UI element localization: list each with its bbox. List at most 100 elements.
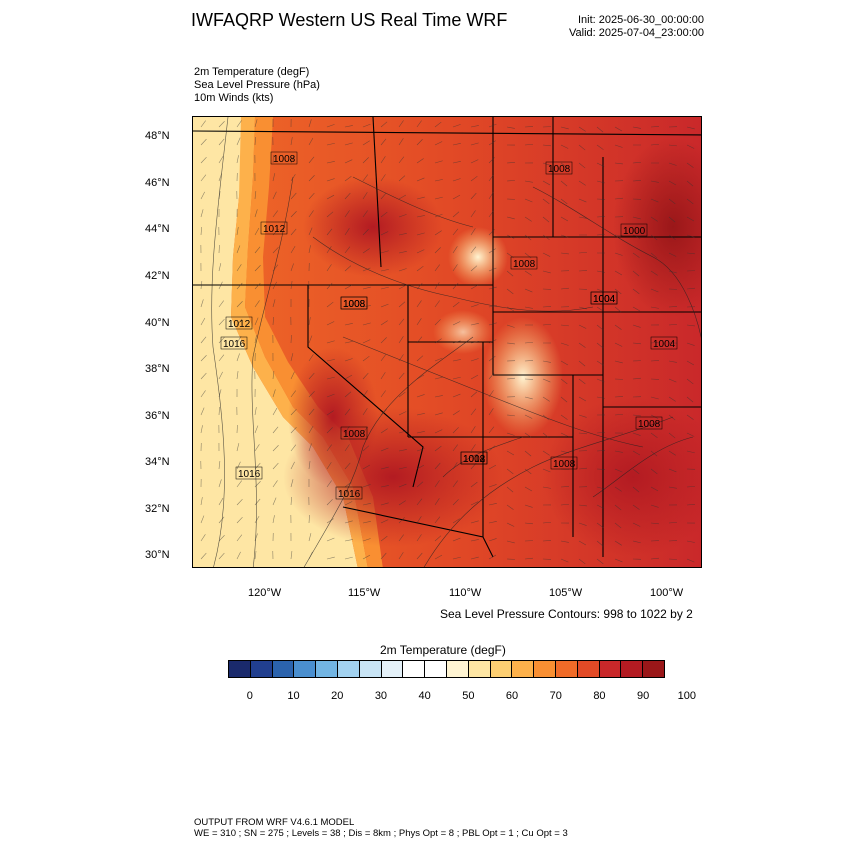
wind-barb bbox=[290, 353, 294, 362]
wind-barb bbox=[488, 503, 497, 506]
page-title: IWFAQRP Western US Real Time WRF bbox=[191, 10, 508, 30]
wind-barb bbox=[686, 396, 694, 403]
wind-barb bbox=[362, 140, 370, 146]
wind-barb bbox=[362, 390, 368, 398]
wind-barb bbox=[686, 378, 694, 385]
wind-barb bbox=[560, 414, 568, 420]
lon-label: 100°W bbox=[650, 587, 684, 599]
wind-barb bbox=[470, 210, 476, 218]
model-footer: OUTPUT FROM WRF V4.6.1 MODEL WE = 310 ; … bbox=[194, 817, 568, 839]
cool-zone-yellowstone bbox=[448, 227, 508, 287]
wind-barb bbox=[524, 522, 533, 525]
wind-barb bbox=[200, 227, 202, 236]
wind-barb bbox=[398, 411, 407, 416]
wind-barb bbox=[416, 215, 425, 218]
wind-barb bbox=[326, 194, 335, 200]
wind-barb bbox=[380, 303, 389, 308]
colorbar-swatch bbox=[229, 661, 251, 677]
wind-barb bbox=[560, 360, 569, 366]
wind-barb bbox=[524, 486, 533, 492]
wind-barb bbox=[218, 318, 225, 326]
wind-barb bbox=[326, 282, 333, 290]
wind-barb bbox=[308, 119, 312, 128]
wind-barb bbox=[488, 174, 494, 182]
wind-barb bbox=[254, 282, 261, 290]
wind-barb bbox=[254, 335, 257, 344]
wind-barb bbox=[272, 264, 279, 272]
wind-barb bbox=[254, 481, 261, 488]
wind-barb bbox=[236, 371, 239, 380]
wind-barb bbox=[254, 498, 261, 506]
wind-barb bbox=[488, 286, 497, 290]
wind-barb bbox=[416, 177, 425, 182]
wind-barb bbox=[200, 425, 203, 434]
wind-barb bbox=[632, 540, 641, 544]
wind-barb bbox=[380, 250, 389, 254]
svg-text:1012: 1012 bbox=[463, 454, 486, 465]
wind-barb bbox=[614, 558, 623, 563]
wind-barb bbox=[398, 120, 404, 128]
wind-barb bbox=[524, 468, 532, 475]
wind-barb bbox=[236, 461, 241, 470]
wind-barb bbox=[380, 174, 386, 182]
wind-barb bbox=[344, 408, 351, 416]
wind-barb bbox=[308, 408, 315, 416]
pressure-contours bbox=[211, 117, 701, 567]
wind-barb bbox=[434, 247, 441, 254]
svg-text:1008: 1008 bbox=[548, 164, 571, 175]
wind-barb bbox=[380, 320, 388, 326]
wind-barb bbox=[524, 216, 532, 222]
wind-barb bbox=[650, 126, 660, 128]
wind-barb bbox=[488, 355, 496, 362]
wind-barb bbox=[506, 234, 515, 239]
wind-barb bbox=[434, 196, 443, 200]
wind-barb bbox=[650, 306, 659, 309]
wind-barb bbox=[650, 396, 659, 400]
wind-barb bbox=[308, 210, 314, 218]
wind-barb bbox=[614, 144, 623, 148]
wind-barb bbox=[200, 372, 207, 380]
svg-text:1016: 1016 bbox=[238, 469, 261, 480]
wind-barb bbox=[452, 194, 461, 200]
wind-barb bbox=[686, 234, 695, 238]
wind-barb bbox=[506, 414, 515, 417]
wind-barb bbox=[452, 282, 459, 290]
wind-barb bbox=[308, 137, 314, 146]
wind-barb bbox=[470, 426, 476, 434]
wind-barb bbox=[434, 213, 443, 218]
colorbar-label: 60 bbox=[505, 690, 519, 702]
wind-barb bbox=[596, 233, 605, 236]
wind-barb bbox=[290, 371, 295, 380]
colorbar-label: 10 bbox=[287, 690, 300, 702]
wind-barb bbox=[344, 304, 353, 308]
wind-barb bbox=[488, 390, 494, 398]
wind-barb bbox=[416, 300, 422, 308]
colorbar-swatch bbox=[425, 661, 447, 677]
wind-barb bbox=[650, 486, 659, 492]
colorbar-title: 2m Temperature (degF) bbox=[380, 643, 506, 657]
wind-barb bbox=[578, 126, 586, 132]
wind-barb bbox=[488, 445, 496, 452]
wind-barb bbox=[326, 518, 334, 524]
wind-barb bbox=[290, 461, 295, 470]
wind-barb bbox=[650, 180, 659, 183]
wind-barb bbox=[398, 391, 406, 398]
wind-barb bbox=[578, 522, 587, 526]
wind-barb bbox=[596, 306, 604, 312]
wind-barb bbox=[362, 521, 371, 524]
pressure-label: 1016 bbox=[235, 466, 263, 480]
wind-barb bbox=[434, 300, 440, 308]
wind-barb bbox=[218, 156, 224, 164]
wind-barb bbox=[434, 319, 441, 326]
wind-barb bbox=[542, 396, 550, 402]
wind-barb bbox=[326, 499, 333, 506]
wind-barb bbox=[344, 539, 353, 542]
lat-label: 44°N bbox=[145, 223, 170, 235]
wind-barb bbox=[218, 121, 225, 128]
wind-barb bbox=[344, 391, 352, 398]
wind-barb bbox=[308, 192, 315, 200]
wind-barb bbox=[488, 267, 497, 272]
svg-text:1008: 1008 bbox=[343, 299, 366, 310]
wind-barb bbox=[560, 558, 569, 563]
wind-barb bbox=[218, 516, 225, 524]
